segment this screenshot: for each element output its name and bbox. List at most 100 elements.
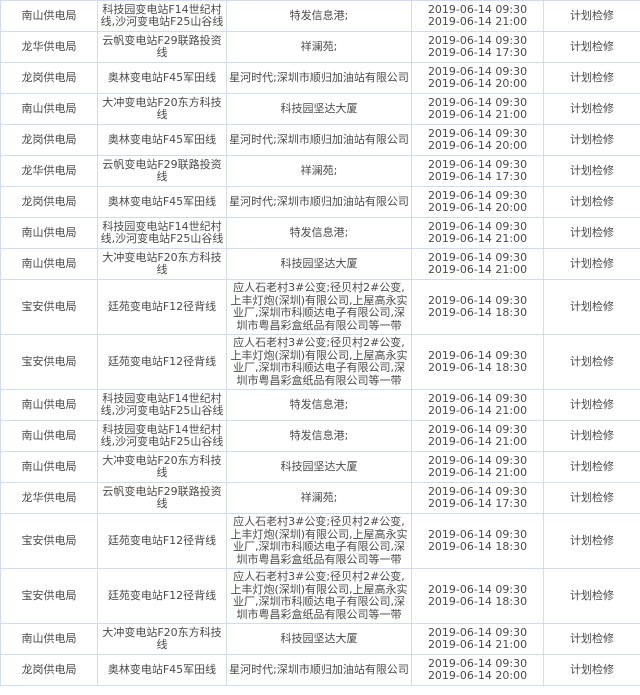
line-cell: 廷苑变电站F12径背线 <box>97 279 227 335</box>
time-cell: 2019-06-14 09:30 2019-06-14 20:00 <box>411 654 544 686</box>
start-time: 2019-06-14 09:30 <box>427 484 528 498</box>
table-row: 南山供电局 科技园变电站F14世纪村线,沙河变电站F25山谷线 特发信息港; 2019… <box>0 389 640 421</box>
time-cell: 2019-06-14 09:30 2019-06-14 21:00 <box>411 420 544 452</box>
end-time: 2019-06-14 17:30 <box>427 497 528 510</box>
table-row: 南山供电局 科技园变电站F14世纪村线,沙河变电站F25山谷线 特发信息港; 2019… <box>0 0 640 32</box>
end-time: 2019-06-14 20:00 <box>427 77 528 90</box>
type-cell: 计划检修 <box>543 93 640 125</box>
start-time: 2019-06-14 09:30 <box>427 157 528 171</box>
end-time: 2019-06-14 17:30 <box>427 170 528 183</box>
bureau-cell: 南山供电局 <box>0 93 98 125</box>
area-cell: 祥澜苑; <box>226 31 412 63</box>
bureau-cell: 南山供电局 <box>0 389 98 421</box>
type-cell: 计划检修 <box>543 0 640 32</box>
end-time: 2019-06-14 18:30 <box>427 361 528 374</box>
type-cell: 计划检修 <box>543 31 640 63</box>
end-time: 2019-06-14 21:00 <box>427 232 528 245</box>
time-cell: 2019-06-14 09:30 2019-06-14 20:00 <box>411 62 544 94</box>
time-cell: 2019-06-14 09:30 2019-06-14 21:00 <box>411 93 544 125</box>
line-cell: 科技园变电站F14世纪村线,沙河变电站F25山谷线 <box>97 0 227 32</box>
start-time: 2019-06-14 09:30 <box>427 188 528 202</box>
end-time: 2019-06-14 21:00 <box>427 404 528 417</box>
time-cell: 2019-06-14 09:30 2019-06-14 21:00 <box>411 0 544 32</box>
time-cell: 2019-06-14 09:30 2019-06-14 21:00 <box>411 623 544 655</box>
bureau-cell: 龙华供电局 <box>0 31 98 63</box>
start-time: 2019-06-14 09:30 <box>427 33 528 47</box>
line-cell: 奥林变电站F45军田线 <box>97 62 227 94</box>
time-cell: 2019-06-14 09:30 2019-06-14 17:30 <box>411 482 544 514</box>
time-cell: 2019-06-14 09:30 2019-06-14 17:30 <box>411 155 544 187</box>
bureau-cell: 龙华供电局 <box>0 482 98 514</box>
table-row: 南山供电局 科技园变电站F14世纪村线,沙河变电站F25山谷线 特发信息港; 2019… <box>0 217 640 249</box>
line-cell: 奥林变电站F45军田线 <box>97 186 227 218</box>
table-row: 南山供电局 大冲变电站F20东方科技线 科技园坚达大厦 2019-06-14 09:3… <box>0 451 640 483</box>
time-cell: 2019-06-14 09:30 2019-06-14 21:00 <box>411 217 544 249</box>
type-cell: 计划检修 <box>543 279 640 335</box>
line-cell: 大冲变电站F20东方科技线 <box>97 451 227 483</box>
start-time: 2019-06-14 09:30 <box>427 625 528 639</box>
bureau-cell: 南山供电局 <box>0 217 98 249</box>
time-cell: 2019-06-14 09:30 2019-06-14 20:00 <box>411 124 544 156</box>
end-time: 2019-06-14 20:00 <box>427 201 528 214</box>
table-row: 龙华供电局 云帆变电站F29联路投资线 祥澜苑; 2019-06-14 09:30 20… <box>0 155 640 187</box>
end-time: 2019-06-14 21:00 <box>427 638 528 651</box>
area-cell: 应人石老村3#公变;径贝村2#公变,上丰灯炮(深圳)有限公司,上屋高永实业厂,深… <box>226 513 412 569</box>
area-cell: 祥澜苑; <box>226 482 412 514</box>
type-cell: 计划检修 <box>543 155 640 187</box>
bureau-cell: 宝安供电局 <box>0 568 98 624</box>
start-time: 2019-06-14 09:30 <box>427 582 528 596</box>
line-cell: 大冲变电站F20东方科技线 <box>97 623 227 655</box>
time-cell: 2019-06-14 09:30 2019-06-14 17:30 <box>411 31 544 63</box>
start-time: 2019-06-14 09:30 <box>427 219 528 233</box>
line-cell: 云帆变电站F29联路投资线 <box>97 155 227 187</box>
table-row: 南山供电局 大冲变电站F20东方科技线 科技园坚达大厦 2019-06-14 09:3… <box>0 623 640 655</box>
time-cell: 2019-06-14 09:30 2019-06-14 18:30 <box>411 334 544 390</box>
bureau-cell: 龙华供电局 <box>0 155 98 187</box>
line-cell: 奥林变电站F45军田线 <box>97 124 227 156</box>
type-cell: 计划检修 <box>543 654 640 686</box>
area-cell: 星河时代;深圳市顺归加油站有限公司 <box>226 62 412 94</box>
line-cell: 科技园变电站F14世纪村线,沙河变电站F25山谷线 <box>97 389 227 421</box>
table-row: 宝安供电局 廷苑变电站F12径背线 应人石老村3#公变;径贝村2#公变,上丰灯炮(深… <box>0 334 640 390</box>
type-cell: 计划检修 <box>543 568 640 624</box>
table-row: 龙岗供电局 奥林变电站F45军田线 星河时代;深圳市顺归加油站有限公司 2019-06… <box>0 124 640 156</box>
type-cell: 计划检修 <box>543 124 640 156</box>
table-row: 宝安供电局 廷苑变电站F12径背线 应人石老村3#公变;径贝村2#公变,上丰灯炮(深… <box>0 279 640 335</box>
time-cell: 2019-06-14 09:30 2019-06-14 21:00 <box>411 248 544 280</box>
line-cell: 廷苑变电站F12径背线 <box>97 513 227 569</box>
table-row: 龙华供电局 云帆变电站F29联路投资线 祥澜苑; 2019-06-14 09:30 20… <box>0 482 640 514</box>
end-time: 2019-06-14 17:30 <box>427 46 528 59</box>
table-row: 宝安供电局 廷苑变电站F12径背线 应人石老村3#公变;径贝村2#公变,上丰灯炮(深… <box>0 568 640 624</box>
area-cell: 特发信息港; <box>226 389 412 421</box>
time-cell: 2019-06-14 09:30 2019-06-14 18:30 <box>411 513 544 569</box>
start-time: 2019-06-14 09:30 <box>427 453 528 467</box>
table-row: 龙华供电局 云帆变电站F29联路投资线 祥澜苑; 2019-06-14 09:30 20… <box>0 31 640 63</box>
area-cell: 应人石老村3#公变;径贝村2#公变,上丰灯炮(深圳)有限公司,上屋高永实业厂,深… <box>226 279 412 335</box>
type-cell: 计划检修 <box>543 62 640 94</box>
end-time: 2019-06-14 21:00 <box>427 15 528 28</box>
bureau-cell: 南山供电局 <box>0 451 98 483</box>
end-time: 2019-06-14 21:00 <box>427 108 528 121</box>
line-cell: 大冲变电站F20东方科技线 <box>97 93 227 125</box>
bureau-cell: 宝安供电局 <box>0 334 98 390</box>
type-cell: 计划检修 <box>543 186 640 218</box>
start-time: 2019-06-14 09:30 <box>427 348 528 362</box>
area-cell: 科技园坚达大厦 <box>226 451 412 483</box>
table-row: 南山供电局 科技园变电站F14世纪村线,沙河变电站F25山谷线 特发信息港; 2019… <box>0 420 640 452</box>
start-time: 2019-06-14 09:30 <box>427 527 528 541</box>
area-cell: 星河时代;深圳市顺归加油站有限公司 <box>226 654 412 686</box>
bureau-cell: 南山供电局 <box>0 248 98 280</box>
bureau-cell: 南山供电局 <box>0 623 98 655</box>
type-cell: 计划检修 <box>543 248 640 280</box>
end-time: 2019-06-14 21:00 <box>427 435 528 448</box>
type-cell: 计划检修 <box>543 217 640 249</box>
area-cell: 特发信息港; <box>226 0 412 32</box>
area-cell: 星河时代;深圳市顺归加油站有限公司 <box>226 124 412 156</box>
line-cell: 云帆变电站F29联路投资线 <box>97 31 227 63</box>
type-cell: 计划检修 <box>543 513 640 569</box>
time-cell: 2019-06-14 09:30 2019-06-14 21:00 <box>411 451 544 483</box>
start-time: 2019-06-14 09:30 <box>427 656 528 670</box>
table-row: 龙岗供电局 奥林变电站F45军田线 星河时代;深圳市顺归加油站有限公司 2019-06… <box>0 654 640 686</box>
